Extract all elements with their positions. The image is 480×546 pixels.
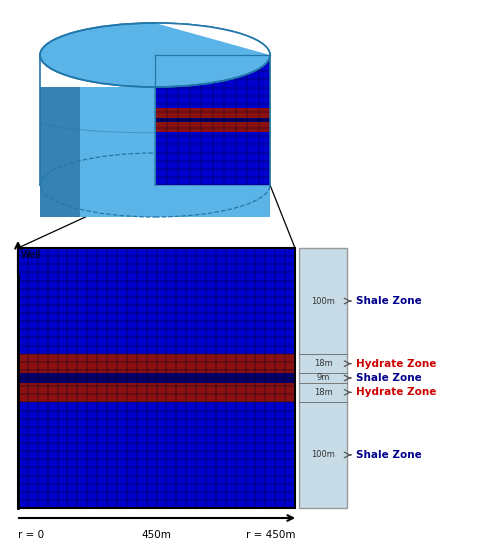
Text: Hydrate Zone: Hydrate Zone (356, 359, 436, 369)
Bar (155, 132, 270, 185)
Text: Shale Zone: Shale Zone (356, 296, 422, 306)
Bar (18, 373, 295, 383)
Text: r = 450m: r = 450m (245, 530, 295, 540)
Text: r = 0: r = 0 (18, 530, 44, 540)
Bar (18, 354, 295, 373)
Bar (155, 122, 270, 132)
Text: Shale Zone: Shale Zone (356, 450, 422, 460)
Ellipse shape (40, 23, 270, 87)
Bar (40, 87, 80, 217)
Polygon shape (155, 23, 270, 55)
Bar (18, 383, 295, 402)
Text: 9m: 9m (316, 373, 330, 383)
Text: 18m: 18m (313, 388, 332, 397)
Text: 450m: 450m (142, 530, 171, 540)
Text: Well: Well (21, 250, 41, 260)
Bar (18, 248, 295, 508)
Text: Hydrate Zone: Hydrate Zone (356, 387, 436, 397)
Bar (40, 87, 270, 217)
Bar (18, 402, 295, 508)
Bar (155, 55, 270, 108)
Bar (299, 248, 347, 508)
Bar (155, 117, 270, 122)
Bar (155, 108, 270, 117)
Bar (18, 248, 295, 354)
Text: Shale Zone: Shale Zone (356, 373, 422, 383)
Text: 18m: 18m (313, 359, 332, 368)
Text: 100m: 100m (311, 296, 335, 306)
Text: 100m: 100m (311, 450, 335, 459)
